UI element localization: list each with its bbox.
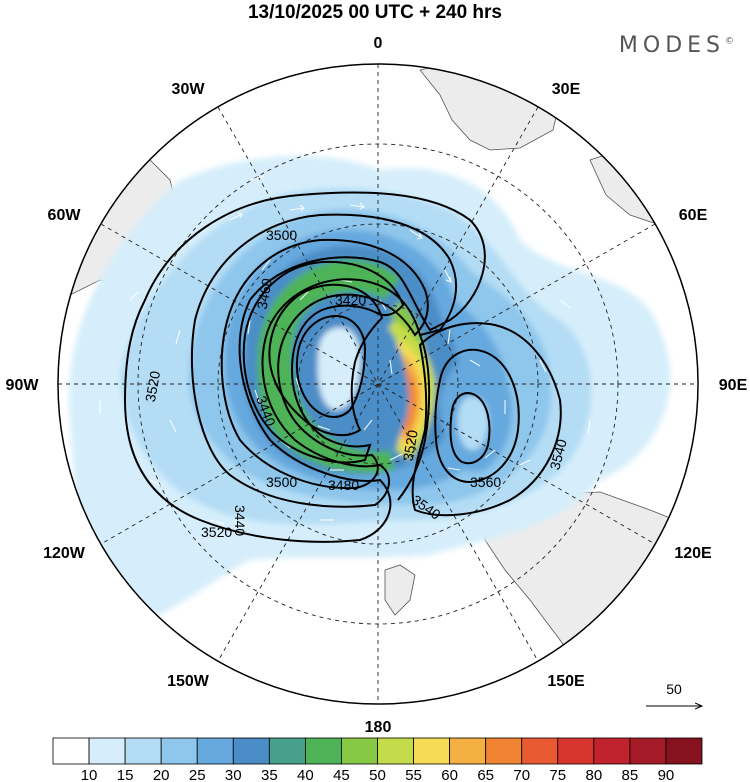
contour-3420 (295, 314, 367, 418)
colorbar-label: 25 (189, 767, 206, 782)
contour-3440 (268, 283, 384, 437)
colorbar-swatch (304, 737, 342, 765)
contour-east-inner (449, 392, 491, 465)
contour-3540-east (411, 322, 562, 517)
colorbar-swatch (341, 737, 378, 765)
contour-3500 (190, 213, 458, 508)
contour-labels: 3500 3460 3420 3440 3440 3500 3480 3520 … (142, 227, 570, 540)
wind-vectors (99, 175, 591, 525)
contour-label-3520-c: 3520 (400, 428, 421, 462)
colorbar-swatch (629, 737, 667, 765)
lon-label-150e: 150E (547, 673, 585, 690)
contour-label-3560: 3560 (470, 474, 501, 490)
lon-label-150w: 150W (167, 673, 210, 690)
colorbar-label: 20 (153, 767, 170, 782)
copyright-mark: © (725, 36, 734, 47)
lon-label-120w: 120W (43, 545, 86, 562)
longitude-labels: 0 180 90W 90E 30W 30E 60W 60E 120W 120E … (6, 35, 748, 736)
height-contours (123, 191, 562, 543)
contour-label-3500-b: 3500 (266, 474, 297, 490)
colorbar-swatch (124, 737, 162, 765)
colorbar-swatch (449, 737, 487, 765)
wind-reference: 50 (646, 681, 702, 706)
colorbar-label: 85 (622, 767, 639, 782)
colorbar-swatch (485, 737, 523, 765)
brand-name: MODES (618, 33, 725, 58)
contour-3520-outer (123, 191, 486, 543)
colorbar-label: 80 (585, 767, 602, 782)
colorbar-label: 40 (297, 767, 314, 782)
colorbar-label: 90 (658, 767, 675, 782)
colorbar-label: 10 (81, 767, 98, 782)
contour-label-3440-b: 3440 (232, 505, 248, 536)
colorbar-swatch (232, 737, 270, 765)
colorbar-swatch (52, 737, 90, 765)
colorbar-swatch (268, 737, 306, 765)
shading-east-center (457, 396, 489, 451)
lon-label-120e: 120E (674, 545, 712, 562)
contour-label-3460: 3460 (254, 277, 275, 311)
contour-label-3420: 3420 (335, 292, 366, 308)
colorbar-swatch (521, 737, 559, 765)
colorbar-swatch (377, 737, 414, 765)
contour-label-3540-b: 3540 (546, 437, 570, 471)
map-disc: 3500 3460 3420 3440 3440 3500 3480 3520 … (58, 64, 698, 704)
wind-reference-value: 50 (666, 681, 682, 697)
shading-vortex-center (317, 327, 361, 410)
colorbar-swatch (88, 737, 126, 765)
colorbar-swatch (593, 737, 631, 765)
colorbar-label: 30 (225, 767, 242, 782)
lon-label-60w: 60W (48, 207, 82, 224)
graticule (58, 64, 698, 704)
map-title: 13/10/2025 00 UTC + 240 hrs (247, 2, 503, 23)
colorbar-swatch (665, 737, 703, 765)
contour-3480 (220, 238, 429, 490)
colorbar-label: 45 (333, 767, 350, 782)
shading-jet-70 (404, 368, 417, 435)
map-boundary (57, 63, 699, 705)
alaska-coast (384, 564, 416, 616)
contour-label-3520-a: 3520 (201, 524, 232, 540)
colorbar-label: 60 (441, 767, 458, 782)
colorbar-label: 35 (261, 767, 278, 782)
colorbar-label: 70 (513, 767, 530, 782)
contour-3460 (242, 260, 405, 464)
lon-label-30w: 30W (172, 81, 206, 98)
colorbar-swatch (557, 737, 595, 765)
colorbar-label: 55 (405, 767, 422, 782)
colorbar-label: 65 (477, 767, 494, 782)
lon-label-90e: 90E (719, 377, 748, 394)
colorbar-swatch (413, 737, 451, 765)
lon-label-90w: 90W (6, 377, 40, 394)
lon-label-180: 180 (365, 719, 392, 736)
lon-label-30e: 30E (552, 81, 581, 98)
brand-logo: MODES© (619, 33, 734, 58)
contour-label-3480: 3480 (328, 477, 359, 493)
colorbar-label: 50 (369, 767, 386, 782)
contour-3520-jet (397, 334, 431, 501)
wind-speed-shading (68, 156, 671, 626)
contour-label-3500: 3500 (266, 227, 297, 243)
contour-label-3520-b: 3520 (142, 369, 163, 403)
colorbar-swatch (196, 737, 234, 765)
contour-3560 (434, 348, 520, 484)
colorbar: 10 15 20 25 30 35 40 45 50 55 60 65 70 75 80 85 90 (52, 737, 703, 782)
colorbar-label: 75 (549, 767, 566, 782)
lon-label-60e: 60E (679, 207, 708, 224)
colorbar-swatch (160, 737, 198, 765)
colorbar-label: 15 (117, 767, 134, 782)
lon-label-0: 0 (374, 35, 383, 52)
